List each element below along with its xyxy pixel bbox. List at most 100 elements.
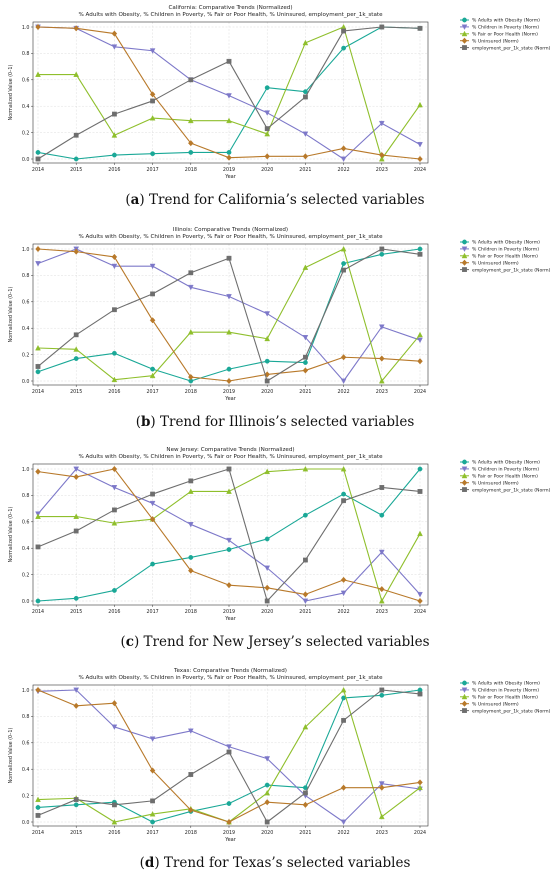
data-point-obesity — [302, 89, 308, 95]
data-point-health — [73, 346, 80, 352]
chart-panel: California: Comparative Trends (Normaliz… — [0, 0, 550, 220]
data-point-uninsured — [35, 23, 41, 31]
caption-paren: ( — [120, 634, 126, 650]
data-point-health — [226, 488, 232, 494]
y-tick-label: 0.6 — [22, 520, 30, 526]
data-point-uninsured — [188, 567, 194, 574]
legend: % Adults with Obesity (Norm)% Children i… — [460, 680, 550, 714]
series-health — [35, 465, 423, 604]
data-point-uninsured — [379, 784, 385, 791]
data-point-employment — [111, 507, 117, 513]
data-point-obesity — [35, 369, 41, 375]
plot-frame — [32, 21, 429, 164]
data-point-uninsured — [188, 807, 194, 814]
y-tick-label: 0.2 — [22, 352, 30, 358]
x-tick-label: 2016 — [108, 609, 120, 615]
x-axis-label: Year — [224, 837, 237, 843]
data-point-uninsured — [226, 154, 232, 161]
legend-label: % Adults with Obesity (Norm) — [472, 18, 540, 24]
y-tick-label: 0.2 — [22, 572, 30, 578]
data-point-health — [226, 329, 232, 335]
x-tick-label: 2021 — [299, 389, 311, 395]
data-point-uninsured — [379, 586, 385, 593]
line-chart: Illinois: Comparative Trends (Normalized… — [8, 227, 550, 402]
data-point-poverty — [302, 335, 309, 341]
caption-letter: c — [125, 634, 134, 650]
data-point-health — [111, 818, 118, 825]
data-point-employment — [35, 156, 41, 162]
data-point-obesity — [188, 555, 194, 560]
x-axis-label: Year — [224, 616, 237, 622]
x-tick-label: 2021 — [299, 609, 311, 615]
data-point-obesity — [417, 466, 423, 472]
x-tick-label: 2023 — [376, 167, 388, 173]
data-point-health — [35, 344, 41, 351]
data-point-employment — [417, 691, 423, 697]
caption-paren: ) — [133, 634, 144, 650]
caption-letter: b — [140, 414, 151, 430]
data-point-employment — [264, 819, 270, 825]
data-point-health — [417, 784, 423, 791]
chart-subtitle: % Adults with Obesity, % Children in Pov… — [78, 675, 383, 681]
caption-paren: ) — [154, 855, 164, 871]
figure-caption: (a) Trend for California’s selected vari… — [0, 192, 550, 208]
legend: % Adults with Obesity (Norm)% Children i… — [460, 17, 550, 51]
legend-label: employment_per_1k_state (Norm) — [472, 708, 550, 714]
data-point-poverty — [187, 728, 194, 734]
legend-marker-obesity — [462, 680, 467, 686]
data-point-poverty — [378, 781, 385, 787]
x-tick-label: 2019 — [223, 167, 235, 173]
data-point-health — [187, 117, 194, 124]
chart-panel: Illinois: Comparative Trends (Normalized… — [0, 222, 550, 442]
data-point-obesity — [226, 547, 232, 552]
x-tick-label: 2022 — [337, 830, 349, 836]
x-tick-label: 2014 — [32, 389, 44, 395]
data-point-obesity — [341, 261, 346, 266]
x-tick-label: 2014 — [32, 609, 44, 615]
data-point-employment — [35, 364, 41, 369]
data-point-employment — [303, 94, 308, 100]
data-point-employment — [379, 687, 385, 693]
data-point-employment — [264, 378, 270, 384]
data-point-poverty — [340, 819, 347, 826]
chart-title: Illinois: Comparative Trends (Normalized… — [173, 227, 288, 233]
data-point-employment — [188, 478, 194, 484]
x-tick-label: 2018 — [185, 609, 197, 615]
data-point-poverty — [35, 261, 41, 267]
data-point-health — [264, 130, 271, 137]
data-point-employment — [111, 111, 117, 117]
data-point-obesity — [112, 588, 117, 593]
data-point-obesity — [73, 156, 79, 162]
data-point-poverty — [226, 537, 232, 544]
y-axis-label: Normalized Value (0–1) — [8, 507, 14, 563]
data-point-uninsured — [302, 591, 309, 598]
data-point-obesity — [150, 151, 156, 157]
data-point-obesity — [379, 251, 385, 257]
caption-letter: d — [144, 855, 155, 871]
x-axis-label: Year — [224, 174, 237, 180]
data-point-uninsured — [73, 702, 79, 709]
y-tick-label: 0.6 — [22, 78, 30, 84]
legend-label: % Fair or Poor Health (Norm) — [472, 254, 538, 260]
grid — [33, 685, 428, 826]
data-point-poverty — [73, 687, 80, 694]
x-tick-label: 2024 — [414, 830, 426, 836]
data-point-employment — [379, 246, 385, 252]
data-point-health — [302, 465, 309, 472]
legend-marker-obesity — [462, 459, 467, 465]
grid — [33, 244, 428, 385]
data-point-health — [340, 245, 347, 252]
legend-marker-poverty — [461, 246, 468, 252]
y-tick-label: 0.2 — [22, 793, 30, 799]
data-point-uninsured — [264, 371, 270, 378]
data-point-health — [35, 513, 41, 519]
data-point-health — [264, 789, 271, 796]
legend-label: % Children in Poverty (Norm) — [472, 688, 539, 694]
data-point-poverty — [302, 131, 309, 137]
data-point-poverty — [111, 724, 118, 730]
legend-marker-uninsured — [461, 700, 468, 707]
plot-frame — [32, 684, 429, 827]
data-point-uninsured — [379, 355, 385, 362]
data-point-obesity — [341, 491, 346, 497]
data-point-poverty — [264, 756, 271, 762]
